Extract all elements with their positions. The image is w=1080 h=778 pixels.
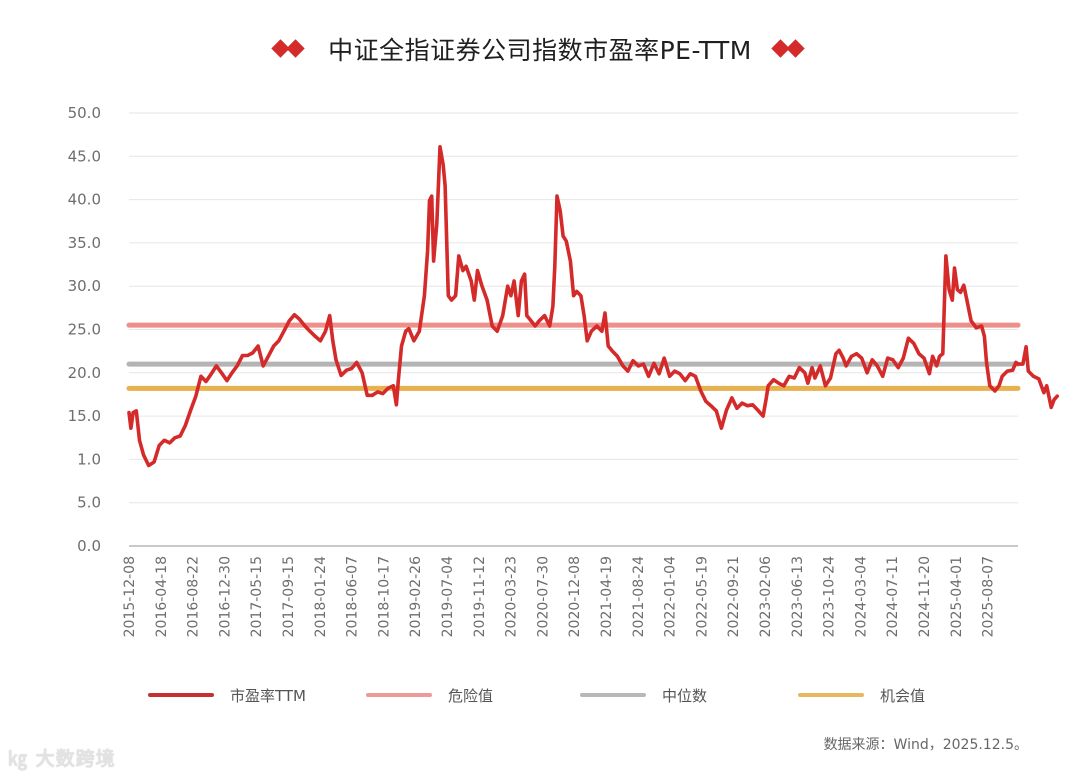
x-tick-label: 2019-02-26 bbox=[408, 556, 424, 637]
legend-item-opportunity: 机会值 bbox=[798, 684, 925, 706]
x-tick-label: 2022-01-04 bbox=[663, 556, 679, 637]
x-tick-label: 2017-05-15 bbox=[249, 556, 265, 637]
x-tick-label: 2018-10-17 bbox=[376, 556, 392, 637]
x-tick-label: 2017-09-15 bbox=[281, 556, 297, 637]
y-tick-label: 20.0 bbox=[68, 364, 101, 382]
x-tick-label: 2016-08-22 bbox=[186, 556, 202, 637]
x-tick-label: 2024-11-20 bbox=[917, 556, 933, 637]
x-tick-label: 2016-12-30 bbox=[217, 556, 233, 637]
x-axis-labels: 2015-12-08 2016-04-18 2016-08-22 2016-12-30… bbox=[122, 556, 997, 637]
y-tick-label: 5.0 bbox=[77, 494, 101, 512]
y-tick-label: 50.0 bbox=[68, 104, 101, 122]
pe-ttm-line bbox=[127, 145, 1059, 468]
x-tick-label: 2022-09-21 bbox=[726, 556, 742, 637]
watermark-logo: ㎏ 大数跨境 bbox=[8, 748, 116, 770]
x-tick-label: 2020-03-23 bbox=[504, 556, 520, 637]
legend-item-danger: 危险值 bbox=[366, 684, 493, 706]
x-tick-label: 2019-11-12 bbox=[472, 556, 488, 637]
legend-label-opportunity: 机会值 bbox=[880, 686, 926, 705]
legend-swatch-opportunity bbox=[798, 693, 864, 697]
y-tick-label: 30.0 bbox=[68, 277, 101, 295]
legend-swatch-danger bbox=[366, 693, 432, 697]
x-tick-label: 2018-01-24 bbox=[313, 556, 329, 637]
x-tick-label: 2025-08-07 bbox=[981, 556, 997, 637]
y-tick-label: 40.0 bbox=[68, 191, 101, 209]
legend-label-pe-ttm: 市盈率TTM bbox=[230, 686, 307, 705]
y-tick-label: 15.0 bbox=[68, 407, 101, 425]
x-tick-label: 2023-06-13 bbox=[790, 556, 806, 637]
legend-swatch-pe-ttm bbox=[148, 693, 214, 697]
y-tick-label: 1.0 bbox=[77, 450, 101, 468]
y-axis-labels: 50.0 45.0 40.0 35.0 30.0 25.0 20.0 15.0 1.0 5.0 0.… bbox=[68, 104, 101, 555]
x-tick-label: 2024-03-04 bbox=[853, 556, 869, 637]
x-tick-label: 2025-04-01 bbox=[949, 556, 965, 637]
x-tick-label: 2018-06-07 bbox=[345, 556, 361, 637]
chart-gridlines bbox=[129, 112, 1018, 547]
pe-ttm-line-chart: 50.0 45.0 40.0 35.0 30.0 25.0 20.0 15.0 1.0 5.0 0.… bbox=[68, 104, 1059, 637]
x-tick-label: 2023-10-24 bbox=[822, 556, 838, 637]
legend-item-pe-ttm: 市盈率TTM bbox=[148, 684, 306, 706]
x-tick-label: 2020-12-08 bbox=[567, 556, 583, 637]
y-tick-label: 25.0 bbox=[68, 321, 101, 339]
x-tick-label: 2016-04-18 bbox=[154, 556, 170, 637]
x-tick-label: 2022-05-19 bbox=[694, 556, 710, 637]
y-tick-label: 45.0 bbox=[68, 147, 101, 165]
y-tick-label: 35.0 bbox=[68, 234, 101, 252]
chart-legend: 市盈率TTM 危险值 中位数 机会值 bbox=[148, 684, 968, 706]
x-tick-label: 2020-07-30 bbox=[535, 556, 551, 637]
legend-swatch-median bbox=[580, 693, 646, 697]
legend-label-danger: 危险值 bbox=[448, 686, 494, 705]
legend-label-median: 中位数 bbox=[662, 686, 708, 705]
chart-title: 中证全指证券公司指数市盈率PE-TTM bbox=[328, 36, 752, 65]
legend-item-median: 中位数 bbox=[580, 684, 707, 706]
x-tick-label: 2021-08-24 bbox=[631, 556, 647, 637]
y-tick-label: 0.0 bbox=[77, 537, 101, 555]
x-tick-label: 2019-07-04 bbox=[440, 556, 456, 637]
x-tick-label: 2023-02-06 bbox=[758, 556, 774, 637]
x-tick-label: 2024-07-11 bbox=[885, 556, 901, 637]
pe-ttm-series bbox=[127, 145, 1059, 468]
x-tick-label: 2021-04-19 bbox=[599, 556, 615, 637]
chart-title-row: 中证全指证券公司指数市盈率PE-TTM bbox=[0, 26, 1080, 72]
data-source-note: 数据来源：Wind，2025.12.5。 bbox=[823, 737, 1028, 753]
x-tick-label: 2015-12-08 bbox=[122, 556, 138, 637]
